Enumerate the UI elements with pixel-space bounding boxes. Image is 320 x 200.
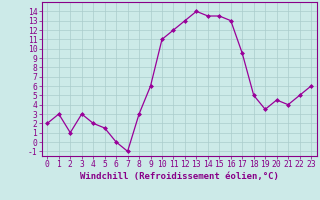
X-axis label: Windchill (Refroidissement éolien,°C): Windchill (Refroidissement éolien,°C) (80, 172, 279, 181)
